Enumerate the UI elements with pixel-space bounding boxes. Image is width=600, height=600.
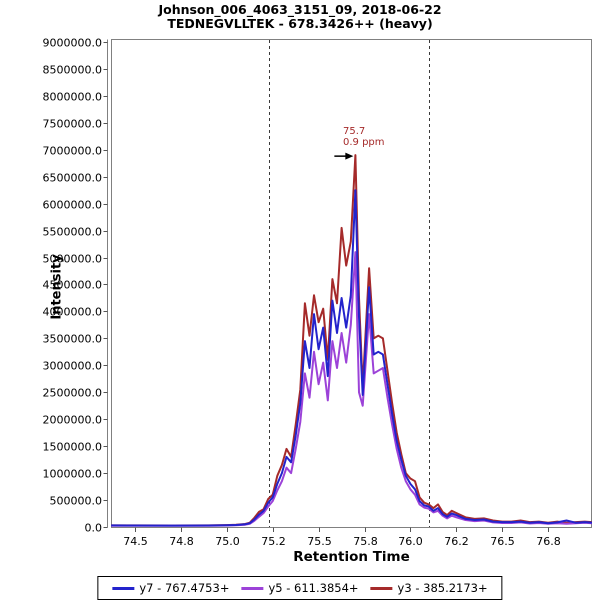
y-axis-tick-label: 8000000.0 <box>43 91 103 104</box>
y5-line-swatch-icon <box>241 586 264 590</box>
x-axis-title: Retention Time <box>293 549 410 565</box>
y-axis-tick-label: 5500000.0 <box>43 226 103 239</box>
x-axis-tick-label: 76.2 <box>444 535 469 548</box>
legend-item-y3: y3 - 385.2173+ <box>370 581 488 595</box>
y-axis-tick-label: 4500000.0 <box>43 279 103 292</box>
x-axis-tick-label: 74.8 <box>169 535 194 548</box>
legend-label-y7: y7 - 767.4753+ <box>139 581 230 595</box>
page-title: Johnson_006_4063_3151_09, 2018-06-22 <box>158 2 442 17</box>
y-axis-tick-label: 2000000.0 <box>43 414 103 427</box>
series-line-y3 <box>111 154 592 527</box>
x-axis-tick-label: 75.8 <box>353 535 378 548</box>
peptide-subtitle: TEDNEGVLLTEK - 678.3426++ (heavy) <box>167 16 433 31</box>
legend-label-y5: y5 - 611.3854+ <box>268 581 359 595</box>
peak-ppm-label: 0.9 ppm <box>343 137 385 148</box>
x-axis-tick-label: 76.5 <box>490 535 515 548</box>
y-axis-tick-label: 2500000.0 <box>43 387 103 400</box>
y7-line-swatch-icon <box>112 586 135 590</box>
annotation-arrowhead-icon <box>345 152 354 160</box>
y-axis-tick-label: 1500000.0 <box>43 441 103 454</box>
y3-line-swatch-icon <box>370 586 393 590</box>
legend-item-y5: y5 - 611.3854+ <box>241 581 359 595</box>
plot-frame <box>111 39 592 528</box>
y-axis-tick-label: 6500000.0 <box>43 172 103 185</box>
x-axis-tick-label: 75.2 <box>261 535 286 548</box>
y-axis-title: Intensity <box>49 254 65 320</box>
peak-rt-label: 75.7 <box>343 126 366 137</box>
y-axis-tick-label: 0.0 <box>85 522 103 535</box>
x-axis-tick-label: 76.8 <box>536 535 561 548</box>
y-axis-tick-label: 1000000.0 <box>43 468 103 481</box>
x-axis-tick-label: 75.5 <box>307 535 332 548</box>
legend-label-y3: y3 - 385.2173+ <box>397 581 488 595</box>
y-axis-tick-label: 6000000.0 <box>43 199 103 212</box>
y-axis-tick-label: 3000000.0 <box>43 360 103 373</box>
legend: y7 - 767.4753+ y5 - 611.3854+ y3 - 385.2… <box>97 576 503 600</box>
y-axis-tick-label: 3500000.0 <box>43 333 103 346</box>
y-axis-tick-label: 8500000.0 <box>43 64 103 77</box>
x-axis-tick-label: 75.0 <box>215 535 240 548</box>
peak-annotation: 75.7 0.9 ppm <box>343 126 385 148</box>
y-axis-tick-label: 9000000.0 <box>43 37 103 50</box>
x-axis-tick-label: 76.0 <box>398 535 423 548</box>
series-line-y7 <box>111 189 592 527</box>
x-axis-tick-label: 74.5 <box>123 535 148 548</box>
legend-item-y7: y7 - 767.4753+ <box>112 581 229 595</box>
y-axis-tick-label: 4000000.0 <box>43 306 103 319</box>
y-axis-tick-label: 7500000.0 <box>43 118 103 131</box>
y-axis-tick-label: 500000.0 <box>50 495 103 508</box>
y-axis-tick-label: 5000000.0 <box>43 253 103 266</box>
y-axis-tick-label: 7000000.0 <box>43 145 103 158</box>
